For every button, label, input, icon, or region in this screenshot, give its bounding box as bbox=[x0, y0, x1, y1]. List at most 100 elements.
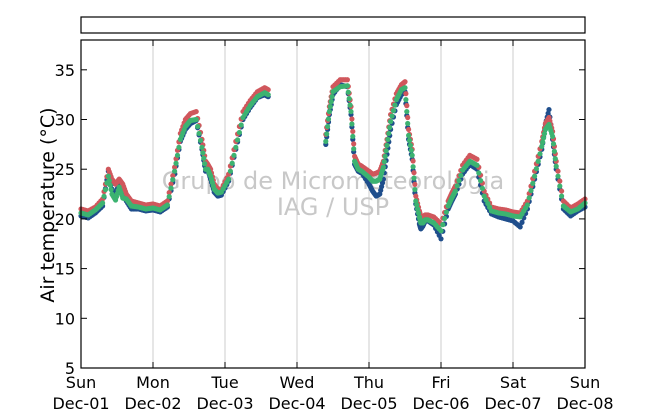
data-point bbox=[440, 222, 446, 228]
data-point bbox=[235, 137, 241, 143]
data-point bbox=[380, 164, 386, 170]
data-point bbox=[195, 123, 201, 130]
data-point bbox=[442, 215, 448, 222]
data-point bbox=[350, 128, 356, 135]
data-point bbox=[344, 83, 350, 89]
y-tick-label: 25 bbox=[55, 160, 75, 179]
data-point bbox=[346, 96, 352, 102]
data-point bbox=[408, 147, 414, 153]
data-point bbox=[265, 92, 271, 98]
data-point bbox=[559, 188, 565, 194]
data-point bbox=[541, 135, 547, 141]
data-point bbox=[553, 163, 559, 169]
data-point bbox=[382, 153, 388, 159]
data-point bbox=[551, 148, 558, 154]
data-point bbox=[351, 141, 357, 147]
data-point bbox=[478, 178, 484, 184]
data-point bbox=[168, 181, 174, 187]
data-point bbox=[552, 156, 558, 162]
data-point bbox=[414, 202, 420, 208]
data-point bbox=[168, 185, 174, 191]
data-point bbox=[411, 170, 417, 176]
x-tick-day-label: Sat bbox=[500, 373, 526, 392]
plot-frame bbox=[80, 39, 586, 369]
gridlines bbox=[152, 40, 514, 368]
data-point bbox=[233, 144, 239, 150]
x-tick-date-label: Dec-03 bbox=[196, 394, 253, 409]
y-tick-label: 10 bbox=[55, 309, 75, 328]
data-point bbox=[166, 193, 172, 200]
data-point bbox=[348, 108, 354, 115]
data-point bbox=[383, 148, 389, 154]
data-point bbox=[170, 177, 176, 183]
data-point bbox=[392, 102, 398, 108]
data-point bbox=[324, 131, 330, 137]
data-point bbox=[227, 168, 233, 174]
data-point bbox=[387, 124, 393, 131]
y-tick-label: 5 bbox=[65, 359, 75, 378]
y-tick-label: 30 bbox=[55, 111, 75, 130]
data-point bbox=[347, 102, 353, 108]
data-point bbox=[202, 161, 208, 167]
y-axis: 5 10 15 20 25 30 35 bbox=[55, 61, 585, 378]
data-point bbox=[349, 116, 355, 122]
data-point bbox=[438, 236, 444, 242]
data-point bbox=[410, 164, 416, 170]
data-point bbox=[539, 143, 545, 149]
x-tick-day-label: Thu bbox=[353, 373, 384, 392]
data-point bbox=[173, 160, 179, 166]
data-point bbox=[557, 183, 563, 189]
data-point bbox=[105, 173, 111, 179]
data-point bbox=[557, 178, 563, 184]
data-point bbox=[535, 158, 541, 164]
data-point bbox=[476, 170, 482, 176]
data-point bbox=[236, 129, 242, 136]
data-point bbox=[415, 210, 422, 216]
data-point bbox=[405, 120, 411, 127]
data-point bbox=[381, 159, 387, 165]
data-point bbox=[402, 79, 408, 85]
data-point bbox=[351, 146, 357, 152]
x-tick-date-label: Dec-02 bbox=[124, 394, 181, 409]
data-point bbox=[402, 85, 408, 91]
data-point bbox=[164, 198, 170, 204]
x-tick-date-label: Dec-08 bbox=[556, 394, 613, 409]
data-point bbox=[172, 164, 178, 170]
x-tick-day-label: Sun bbox=[570, 373, 600, 392]
data-point bbox=[528, 187, 534, 194]
x-tick-day-label: Wed bbox=[280, 373, 315, 392]
data-point bbox=[443, 209, 449, 215]
data-point bbox=[456, 178, 462, 184]
x-tick-date-label: Dec-05 bbox=[340, 394, 397, 409]
data-point bbox=[384, 142, 390, 148]
data-point bbox=[413, 198, 419, 204]
legend-box bbox=[80, 16, 586, 34]
data-point bbox=[226, 176, 232, 182]
data-point bbox=[411, 175, 417, 181]
data-point bbox=[327, 103, 333, 110]
y-tick-label: 15 bbox=[55, 260, 75, 279]
data-point bbox=[407, 142, 413, 148]
data-point bbox=[197, 137, 204, 143]
data-point bbox=[526, 195, 532, 201]
data-point bbox=[193, 108, 199, 115]
data-point bbox=[438, 228, 444, 234]
data-point bbox=[403, 97, 409, 103]
x-tick-day-label: Fri bbox=[431, 373, 450, 392]
data-point bbox=[403, 91, 409, 97]
data-point bbox=[106, 178, 112, 184]
data-point bbox=[406, 132, 412, 139]
series-2-points bbox=[78, 83, 588, 234]
data-point bbox=[176, 144, 182, 150]
data-points bbox=[78, 77, 588, 242]
data-point bbox=[550, 141, 557, 147]
data-point bbox=[350, 133, 356, 140]
data-point bbox=[524, 202, 531, 208]
data-point bbox=[200, 150, 206, 156]
data-point bbox=[229, 160, 235, 166]
data-point bbox=[238, 122, 244, 128]
data-point bbox=[406, 126, 412, 133]
data-point bbox=[546, 106, 552, 113]
data-point bbox=[410, 158, 416, 164]
